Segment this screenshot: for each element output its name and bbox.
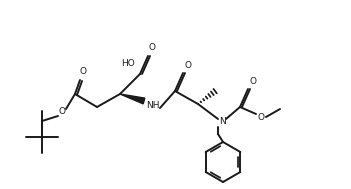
Text: HO: HO [121,60,135,68]
Text: O: O [185,60,192,70]
Text: NH: NH [146,101,160,109]
Text: O: O [258,112,265,122]
Text: O: O [59,106,66,115]
Text: N: N [219,118,225,126]
Polygon shape [120,94,145,104]
Text: O: O [250,77,257,85]
Text: O: O [79,67,86,77]
Text: O: O [148,43,155,53]
